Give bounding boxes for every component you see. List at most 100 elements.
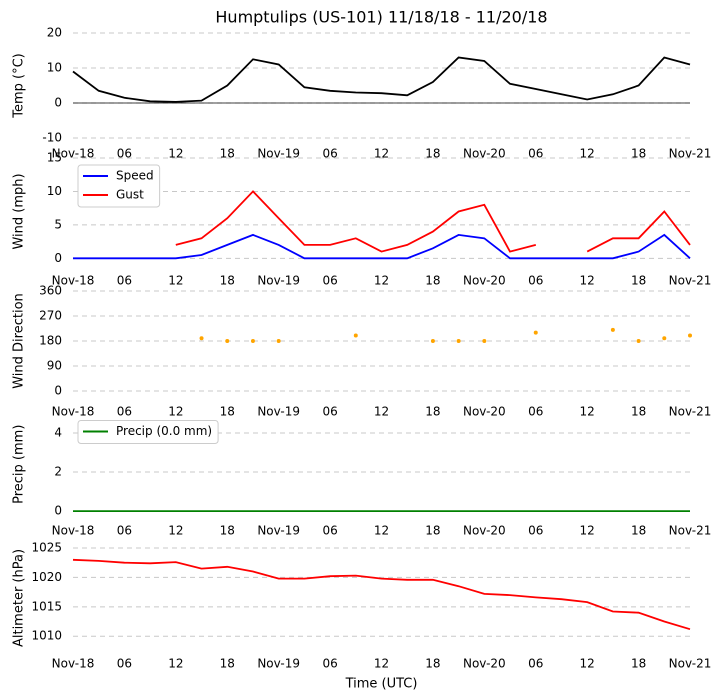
legend: Speed Gust	[77, 164, 161, 208]
y-tick-label: 4	[54, 426, 62, 440]
x-tick-label: 06	[322, 657, 337, 671]
y-tick-label: 10	[47, 184, 62, 198]
data-point	[533, 330, 538, 335]
x-tick-label: 06	[322, 524, 337, 538]
y-tick-label: 20	[47, 26, 62, 40]
data-line	[73, 233, 691, 260]
y-tick-label: 90	[47, 359, 62, 373]
x-tick-label: 06	[117, 147, 132, 161]
data-point	[250, 339, 255, 343]
x-tick-label: Nov-20	[463, 405, 506, 419]
x-tick-label: 18	[631, 274, 646, 288]
x-tick-label: 12	[168, 274, 183, 288]
y-tick-label: 0	[54, 504, 62, 518]
x-tick-label: 12	[374, 405, 389, 419]
x-tick-label: Nov-20	[463, 274, 506, 288]
y-tick-label: 0	[54, 96, 62, 110]
y-axis-label: Temp (°C)	[12, 53, 27, 119]
y-tick-label: 180	[39, 334, 62, 348]
x-axis-label: Time (UTC)	[345, 677, 418, 692]
x-tick-label: Nov-18	[52, 405, 95, 419]
data-line	[175, 190, 691, 253]
x-tick-label: Nov-19	[257, 147, 300, 161]
y-tick-label: 1010	[31, 629, 62, 643]
y-axis-label: Altimeter (hPa)	[12, 549, 27, 647]
data-point	[430, 339, 435, 343]
y-tick-label: 360	[39, 284, 62, 298]
y-tick-label: 0	[54, 384, 62, 398]
x-tick-label: Nov-19	[257, 274, 300, 288]
x-tick-label: Nov-18	[52, 147, 95, 161]
y-tick-label: 5	[54, 217, 62, 231]
x-tick-label: 18	[631, 524, 646, 538]
x-tick-label: 12	[580, 524, 595, 538]
data-point	[276, 339, 281, 343]
x-tick-label: 12	[374, 657, 389, 671]
legend-label: Precip (0.0 mm)	[116, 424, 212, 438]
x-tick-label: Nov-18	[52, 657, 95, 671]
x-tick-label: 18	[631, 657, 646, 671]
x-tick-label: 12	[580, 274, 595, 288]
x-tick-label: 12	[580, 405, 595, 419]
x-tick-label: Nov-19	[257, 657, 300, 671]
x-tick-label: 12	[374, 147, 389, 161]
y-tick-label: 0	[54, 251, 62, 265]
y-tick-label: 10	[47, 61, 62, 75]
x-tick-label: 18	[220, 147, 235, 161]
x-tick-label: 12	[168, 405, 183, 419]
y-tick-label: 1015	[31, 599, 62, 613]
x-tick-label: 06	[117, 274, 132, 288]
x-tick-label: 18	[425, 524, 440, 538]
legend-label: Speed	[116, 169, 154, 183]
x-tick-label: 06	[528, 405, 543, 419]
x-tick-label: 18	[425, 147, 440, 161]
x-tick-label: 18	[220, 524, 235, 538]
data-point	[353, 333, 358, 338]
data-point	[662, 336, 667, 341]
x-tick-label: 06	[117, 405, 132, 419]
x-tick-label: 12	[580, 147, 595, 161]
x-tick-label: 06	[117, 524, 132, 538]
y-tick-label: -10	[42, 131, 62, 145]
x-tick-label: 06	[322, 405, 337, 419]
y-tick-label: 1020	[31, 570, 62, 584]
y-axis-label: Wind Direction	[12, 293, 27, 389]
data-point	[688, 333, 692, 338]
data-point	[636, 339, 641, 343]
y-tick-label: 1025	[31, 541, 62, 555]
x-tick-label: Nov-20	[463, 524, 506, 538]
x-tick-label: 18	[631, 405, 646, 419]
x-tick-label: Nov-21	[669, 524, 712, 538]
x-tick-label: 06	[528, 524, 543, 538]
x-tick-label: 12	[374, 524, 389, 538]
data-line	[72, 558, 691, 631]
y-tick-label: 2	[54, 465, 62, 479]
y-tick-label: 15	[47, 151, 62, 165]
x-tick-label: 18	[425, 405, 440, 419]
x-tick-label: Nov-21	[669, 405, 712, 419]
x-tick-label: Nov-18	[52, 524, 95, 538]
x-tick-label: Nov-18	[52, 274, 95, 288]
legend: Precip (0.0 mm)	[77, 420, 219, 444]
x-tick-label: Nov-19	[257, 524, 300, 538]
x-tick-label: Nov-19	[257, 405, 300, 419]
x-tick-label: 06	[322, 147, 337, 161]
x-tick-label: 18	[631, 147, 646, 161]
legend-box	[77, 420, 219, 444]
x-tick-label: 06	[117, 657, 132, 671]
x-tick-label: Nov-20	[463, 657, 506, 671]
x-tick-label: 12	[168, 657, 183, 671]
x-tick-label: 18	[425, 657, 440, 671]
chart-title: Humptulips (US-101) 11/18/18 - 11/20/18	[215, 8, 547, 27]
x-tick-label: 06	[528, 147, 543, 161]
data-line	[72, 56, 691, 103]
x-tick-label: 12	[580, 657, 595, 671]
x-tick-label: Nov-20	[463, 147, 506, 161]
x-tick-label: 12	[168, 524, 183, 538]
y-tick-label: 270	[39, 309, 62, 323]
x-tick-label: 12	[374, 274, 389, 288]
legend-label: Gust	[116, 188, 144, 202]
x-tick-label: 18	[220, 657, 235, 671]
data-point	[199, 336, 204, 341]
